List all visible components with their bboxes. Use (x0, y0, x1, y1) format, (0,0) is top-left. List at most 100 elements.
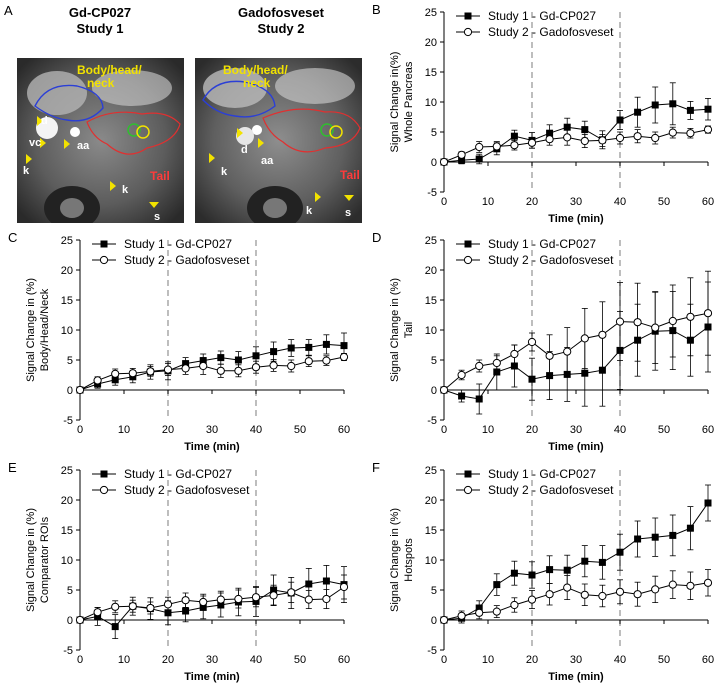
legend: Study 1 - Gd-CP027 Study 2 - Gadofosveset (92, 467, 250, 497)
x-tick-label: 50 (294, 654, 306, 666)
data-point-circle (439, 615, 449, 625)
series-study2 (439, 569, 713, 625)
data-point-square (510, 362, 518, 370)
data-point-square (528, 375, 536, 383)
data-point-square (322, 340, 330, 348)
data-point-square (182, 607, 190, 615)
data-point-circle (651, 585, 660, 594)
data-point-square (340, 342, 348, 350)
yellow-roi (136, 125, 150, 139)
x-tick-label: 10 (482, 424, 494, 436)
x-tick-label: 0 (77, 424, 83, 436)
marker-k1-right: k (221, 166, 228, 178)
data-point-circle (651, 323, 660, 332)
series-line (443, 326, 709, 400)
data-point-circle (492, 607, 501, 616)
data-point-square (234, 356, 242, 364)
yellow-roi-right (329, 125, 343, 139)
legend-marker-study2 (463, 255, 473, 265)
data-point-square (563, 123, 571, 131)
legend-label-study1: Study 1 - Gd-CP027 (488, 9, 596, 23)
y-tick-label: 25 (425, 235, 437, 247)
data-point-circle (510, 141, 519, 150)
y-tick-label: 20 (425, 495, 437, 507)
chart-svg: E -5 0 5 10 15 20 25 0 10 20 30 40 50 60 Time (min) Sign… (8, 460, 350, 683)
data-point-square (475, 395, 483, 403)
legend-marker-study1 (464, 12, 472, 20)
y-tick-label: 25 (425, 7, 437, 19)
tail-label-left: Tail (150, 169, 170, 183)
series-study1 (440, 281, 712, 415)
data-point-circle (269, 591, 278, 600)
data-point-circle (457, 370, 466, 380)
data-point-circle (475, 608, 484, 617)
data-point-circle (563, 347, 572, 356)
y-tick-label: 10 (61, 325, 73, 337)
legend-marker-study2 (99, 255, 109, 265)
data-point-square (287, 344, 295, 352)
series-study1 (440, 82, 712, 166)
data-point-circle (563, 133, 572, 142)
panel-letter: F (372, 460, 380, 475)
y-tick-label: 0 (67, 385, 73, 397)
data-point-square (669, 531, 677, 539)
tail-outline-right (262, 108, 361, 153)
data-point-square (252, 352, 260, 360)
data-point-circle (580, 590, 589, 599)
legend-label-study1: Study 1 - Gd-CP027 (124, 237, 232, 251)
legend-marker-study1 (464, 240, 472, 248)
y-tick-label: 0 (431, 157, 437, 169)
series-line (79, 356, 345, 391)
data-point-circle (703, 125, 713, 134)
data-point-circle (111, 369, 120, 378)
data-point-circle (128, 602, 137, 611)
marker-d-right: d (241, 144, 248, 156)
panel-letter: B (372, 2, 381, 17)
chart-svg: F -5 0 5 10 15 20 25 0 10 20 30 40 50 60 Time (min) Sign… (372, 460, 714, 683)
legend-label-study2: Study 2 - Gadofosveset (488, 25, 614, 39)
x-axis-label: Time (min) (184, 671, 240, 683)
data-point-circle (615, 587, 625, 596)
y-tick-label: 20 (61, 265, 73, 277)
legend-label-study2: Study 2 - Gadofosveset (124, 483, 250, 497)
y-tick-label: -5 (63, 645, 73, 657)
data-point-circle (686, 312, 695, 321)
x-tick-label: 60 (338, 424, 350, 436)
data-point-square (634, 535, 642, 543)
x-tick-label: 10 (118, 654, 130, 666)
marker-k2-right: k (306, 205, 313, 217)
legend: Study 1 - Gd-CP027 Study 2 - Gadofosveset (456, 237, 614, 267)
x-tick-label: 60 (702, 654, 714, 666)
region-label-left: Body/head/neck (77, 63, 142, 90)
data-point-circle (216, 595, 225, 604)
data-point-circle (93, 608, 102, 617)
data-point-square (686, 106, 694, 114)
legend-marker-study1 (100, 240, 108, 248)
data-point-circle (527, 337, 537, 347)
y-tick-label: 0 (431, 615, 437, 627)
left-image-title: Gd-CP027 Study 1 (15, 5, 185, 37)
data-point-circle (339, 352, 349, 362)
y-tick-label: 15 (425, 525, 437, 537)
y-tick-label: 10 (425, 325, 437, 337)
y-tick-label: 10 (425, 555, 437, 567)
data-point-square (270, 348, 278, 356)
series-line (443, 312, 709, 391)
legend-label-study1: Study 1 - Gd-CP027 (124, 467, 232, 481)
body-head-neck-outline-right (202, 80, 276, 118)
data-point-square (669, 100, 677, 108)
data-point-circle (527, 595, 537, 604)
legend: Study 1 - Gd-CP027 Study 2 - Gadofosveset (92, 237, 250, 267)
data-point-square (493, 581, 501, 589)
data-point-circle (181, 596, 190, 605)
data-point-circle (163, 365, 173, 374)
green-roi-right (320, 123, 334, 137)
data-point-square (616, 116, 624, 124)
data-point-square (598, 366, 606, 374)
series-line (443, 103, 709, 163)
x-tick-label: 20 (526, 196, 538, 208)
legend: Study 1 - Gd-CP027 Study 2 - Gadofosveset (456, 9, 614, 39)
y-tick-label: 15 (425, 67, 437, 79)
data-point-circle (545, 590, 554, 599)
data-point-circle (580, 136, 589, 146)
